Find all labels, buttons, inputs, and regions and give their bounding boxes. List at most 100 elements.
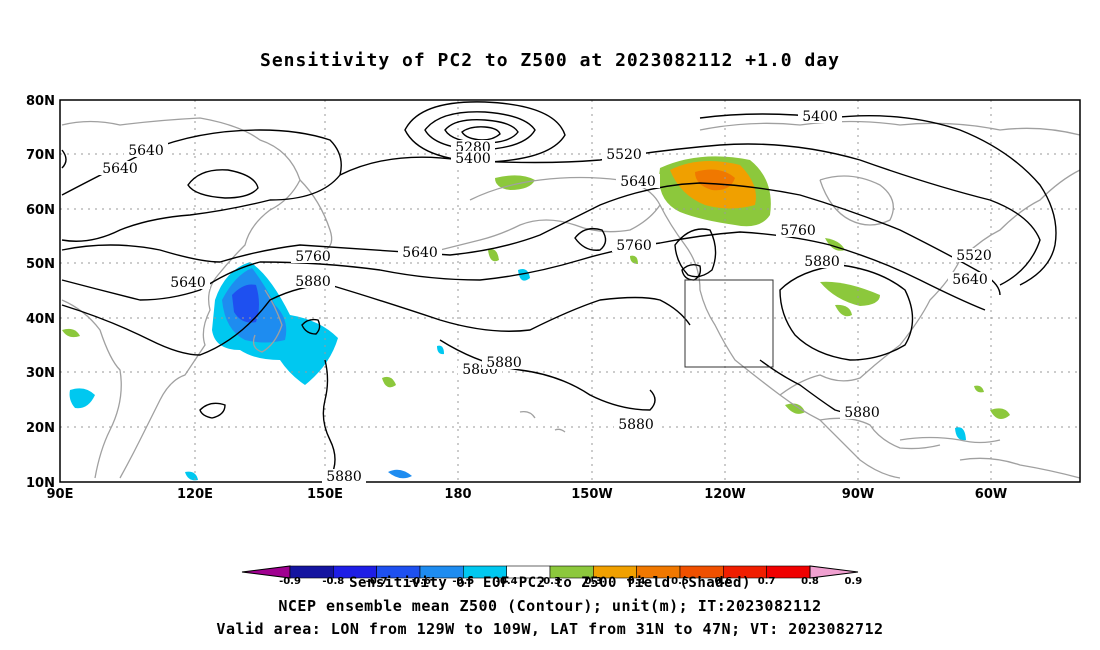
positive-shading-green <box>785 403 805 414</box>
coastline-asia <box>61 117 301 479</box>
coastline-kamchatka <box>299 179 333 251</box>
colorbar-label: -0.5 <box>452 576 474 587</box>
contour-loop-na <box>674 228 717 278</box>
contour-label: 5640 <box>620 174 656 190</box>
negative-shading-cyan <box>388 469 412 479</box>
coastline-alaska <box>439 176 661 251</box>
lat-label: 50N <box>26 257 55 272</box>
contour-5640-left <box>61 149 67 169</box>
contour-label: 5880 <box>295 274 331 290</box>
contour-5280-core <box>461 126 501 141</box>
lat-label: 40N <box>26 312 55 327</box>
colorbar-label: 0.8 <box>801 576 819 587</box>
coastline-na-west <box>659 204 901 479</box>
lat-label: 70N <box>26 148 55 163</box>
contour-label: 5520 <box>606 147 642 163</box>
lat-label: 30N <box>26 366 55 381</box>
contour-japan-circle <box>301 318 321 335</box>
colorbar-right-arrow <box>809 565 859 579</box>
lon-label: 90W <box>842 487 874 502</box>
positive-shading-green <box>974 385 984 393</box>
shaded-regions <box>62 156 1010 481</box>
contour-label: 5880 <box>804 254 840 270</box>
colorbar-label: 0.4 <box>628 576 646 587</box>
contour-5880 <box>61 284 691 356</box>
contour-label: 5760 <box>780 223 816 239</box>
contour-small-south <box>199 402 226 419</box>
colorbar-label: -0.8 <box>322 576 344 587</box>
coastline-hudson <box>819 175 894 226</box>
contour-5640-mid <box>61 182 1001 296</box>
negative-shading-cyan <box>69 388 95 409</box>
coastline-caribbean <box>899 436 1001 444</box>
contour-label: 5400 <box>802 109 838 125</box>
lat-label: 60N <box>26 203 55 218</box>
negative-shading-deep-blue <box>232 284 259 323</box>
contour-label: 5880 <box>486 355 522 371</box>
contour-label: 5880 <box>618 417 654 433</box>
positive-shading-green <box>990 408 1010 419</box>
valid-area-box <box>684 279 774 368</box>
map-background <box>60 100 1080 482</box>
contour-5400-right <box>699 113 1057 286</box>
negative-shading-cyan <box>518 269 530 281</box>
contour-small-circle <box>681 263 702 281</box>
colorbar-label: 0.5 <box>671 576 689 587</box>
colorbar-label: -0.4 <box>496 576 518 587</box>
positive-shading-green <box>488 249 499 262</box>
lon-label: 150E <box>307 487 343 502</box>
coastline-sa <box>959 457 1081 479</box>
lon-label: 90E <box>47 487 74 502</box>
contour-5880-south <box>322 359 336 479</box>
contour-label: 5640 <box>170 275 206 291</box>
contour-label: 5880 <box>844 405 880 421</box>
positive-shading-green <box>820 281 880 306</box>
lon-label: 150W <box>571 487 612 502</box>
contour-label: 5640 <box>128 143 164 159</box>
positive-shading-green <box>382 376 396 388</box>
lon-axis: 90E 120E 150E 180 150W 120W 90W 60W <box>47 487 1008 502</box>
lat-axis: 80N 70N 60N 50N 40N 30N 20N 10N <box>26 94 55 491</box>
contour-labels: 5640 5640 5640 5760 5880 5640 5280 5400 … <box>98 109 996 485</box>
contour-label: 5760 <box>295 249 331 265</box>
z500-contours <box>61 101 1057 479</box>
contour-label: 5520 <box>956 248 992 264</box>
caption-shading: Sensitivity of EOF PC2 to Z500 field (Sh… <box>349 575 751 591</box>
colorbar-label: 0.7 <box>758 576 776 587</box>
contour-label: 5640 <box>402 245 438 261</box>
negative-shading-cyan <box>437 345 444 355</box>
positive-shading-green <box>630 255 638 264</box>
coastline-islands <box>554 428 566 433</box>
coastline-arctic <box>699 120 1081 136</box>
contour-label: 5880 <box>326 469 362 485</box>
colorbar: -0.9 -0.8 -0.7 -0.6 -0.5 -0.4 -0.3 0.3 0.4 0.5 0.6… <box>241 565 862 587</box>
positive-shading-green <box>835 304 852 317</box>
caption-valid-area: Valid area: LON from 129W to 109W, LAT f… <box>216 620 884 638</box>
lon-label: 120E <box>177 487 213 502</box>
contour-label: 5640 <box>952 272 988 288</box>
contour-label: 5640 <box>102 161 138 177</box>
colorbar-label: 0.9 <box>844 576 862 587</box>
colorbar-label: -0.3 <box>539 576 561 587</box>
colorbar-label: -0.7 <box>366 576 388 587</box>
lon-label: 180 <box>444 487 471 502</box>
caption-contour: NCEP ensemble mean Z500 (Contour); unit(… <box>278 597 822 615</box>
coastline-japan <box>252 289 283 353</box>
lon-label: 60W <box>975 487 1007 502</box>
contour-5760 <box>61 231 986 311</box>
negative-shading-cyan <box>955 427 966 441</box>
colorbar-label: -0.9 <box>279 576 301 587</box>
contour-label: 5400 <box>455 151 491 167</box>
contour-label: 5760 <box>616 238 652 254</box>
coastline-na-east <box>779 169 1081 396</box>
coastline-hawaii <box>519 410 536 419</box>
colorbar-label: 0.6 <box>714 576 732 587</box>
contour-pacific-circle <box>574 227 607 251</box>
contour-5640-circle <box>187 169 259 199</box>
coastline-asia-inland <box>61 299 122 479</box>
chart-title: Sensitivity of PC2 to Z500 at 2023082112… <box>259 50 840 71</box>
positive-shading-green <box>62 328 80 338</box>
colorbar-label: -0.6 <box>409 576 431 587</box>
lat-label: 10N <box>26 476 55 491</box>
